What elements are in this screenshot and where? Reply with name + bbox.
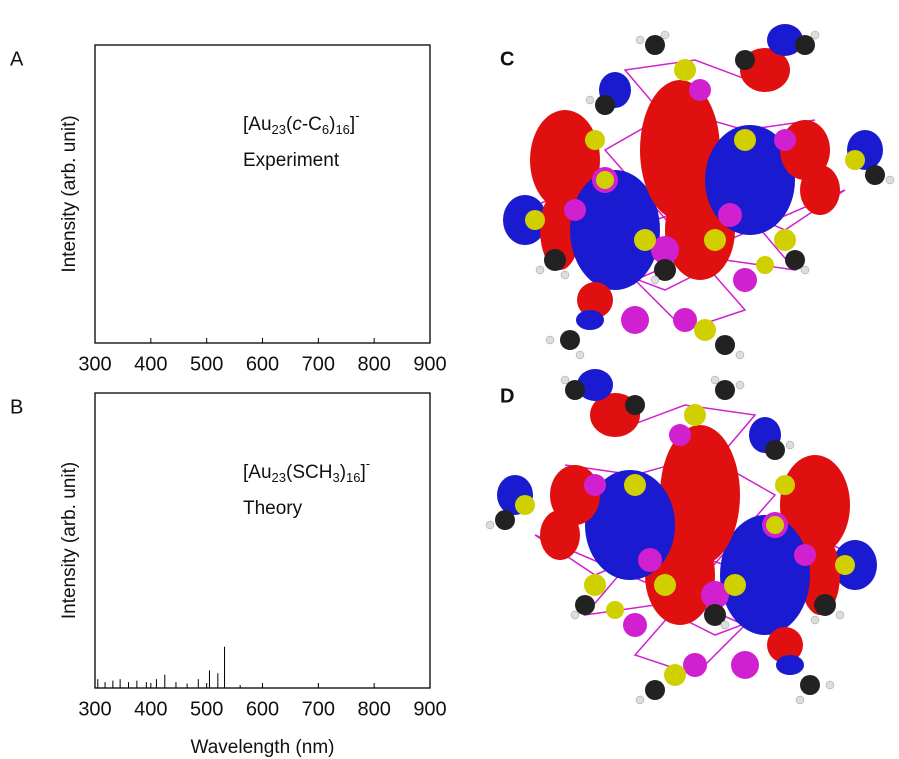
orbital-image-c — [503, 24, 894, 359]
x-tick-label: 700 — [302, 698, 335, 720]
annotation-part: 23 — [272, 122, 286, 137]
panel-label: D — [500, 385, 514, 407]
x-tick-label: 900 — [413, 353, 446, 375]
annotation-part: 3 — [332, 470, 339, 485]
x-tick-label: 300 — [78, 353, 111, 375]
annotation: Experiment — [243, 150, 340, 171]
figure: C D A Intensity (arb. unit) 300 400 500 600 70… — [0, 0, 899, 759]
x-tick-label: 800 — [357, 353, 390, 375]
annotation-part: [Au — [243, 462, 272, 483]
annotation-part: c — [292, 114, 302, 135]
x-tick-label: 700 — [302, 353, 335, 375]
y-axis-label: Intensity (arb. unit) — [59, 115, 80, 272]
chart: B Intensity (arb. unit) 300 400 500 600 700 800… — [10, 393, 447, 758]
annotation: [Au23(c-C6)16]- — [243, 108, 360, 137]
panel-label: B — [10, 396, 23, 418]
x-tick-label: 600 — [246, 353, 279, 375]
annotation-part: -C — [302, 114, 322, 135]
annotation-part: 23 — [272, 470, 286, 485]
plot-frame — [95, 45, 430, 343]
annotation-part: - — [366, 456, 370, 471]
annotation-part: [Au — [243, 114, 272, 135]
annotation-part: 16 — [346, 470, 360, 485]
y-axis-label: Intensity (arb. unit) — [59, 462, 80, 619]
x-tick-label: 600 — [246, 698, 279, 720]
annotation-part: Experiment — [243, 150, 340, 171]
x-tick-label: 500 — [190, 698, 223, 720]
panel-label: A — [10, 48, 24, 70]
x-tick-label: 400 — [134, 353, 167, 375]
x-tick-label: 300 — [78, 698, 111, 720]
plot-frame — [95, 393, 430, 688]
x-tick-label: 400 — [134, 698, 167, 720]
chart: A Intensity (arb. unit) 300 400 500 600 700 800… — [10, 45, 447, 375]
annotation-part: 16 — [335, 122, 349, 137]
x-tick-label: 500 — [190, 353, 223, 375]
x-tick-label: 800 — [357, 698, 390, 720]
orbital-image-d — [486, 369, 877, 704]
panel-label: C — [500, 48, 514, 70]
annotation-part: Theory — [243, 498, 303, 519]
annotation: Theory — [243, 498, 303, 519]
x-axis-label: Wavelength (nm) — [191, 737, 335, 758]
annotation-part: (SCH — [286, 462, 332, 483]
annotation-part: - — [355, 108, 359, 123]
x-tick-label: 900 — [413, 698, 446, 720]
annotation: [Au23(SCH3)16]- — [243, 456, 370, 485]
annotation-part: 6 — [322, 122, 329, 137]
